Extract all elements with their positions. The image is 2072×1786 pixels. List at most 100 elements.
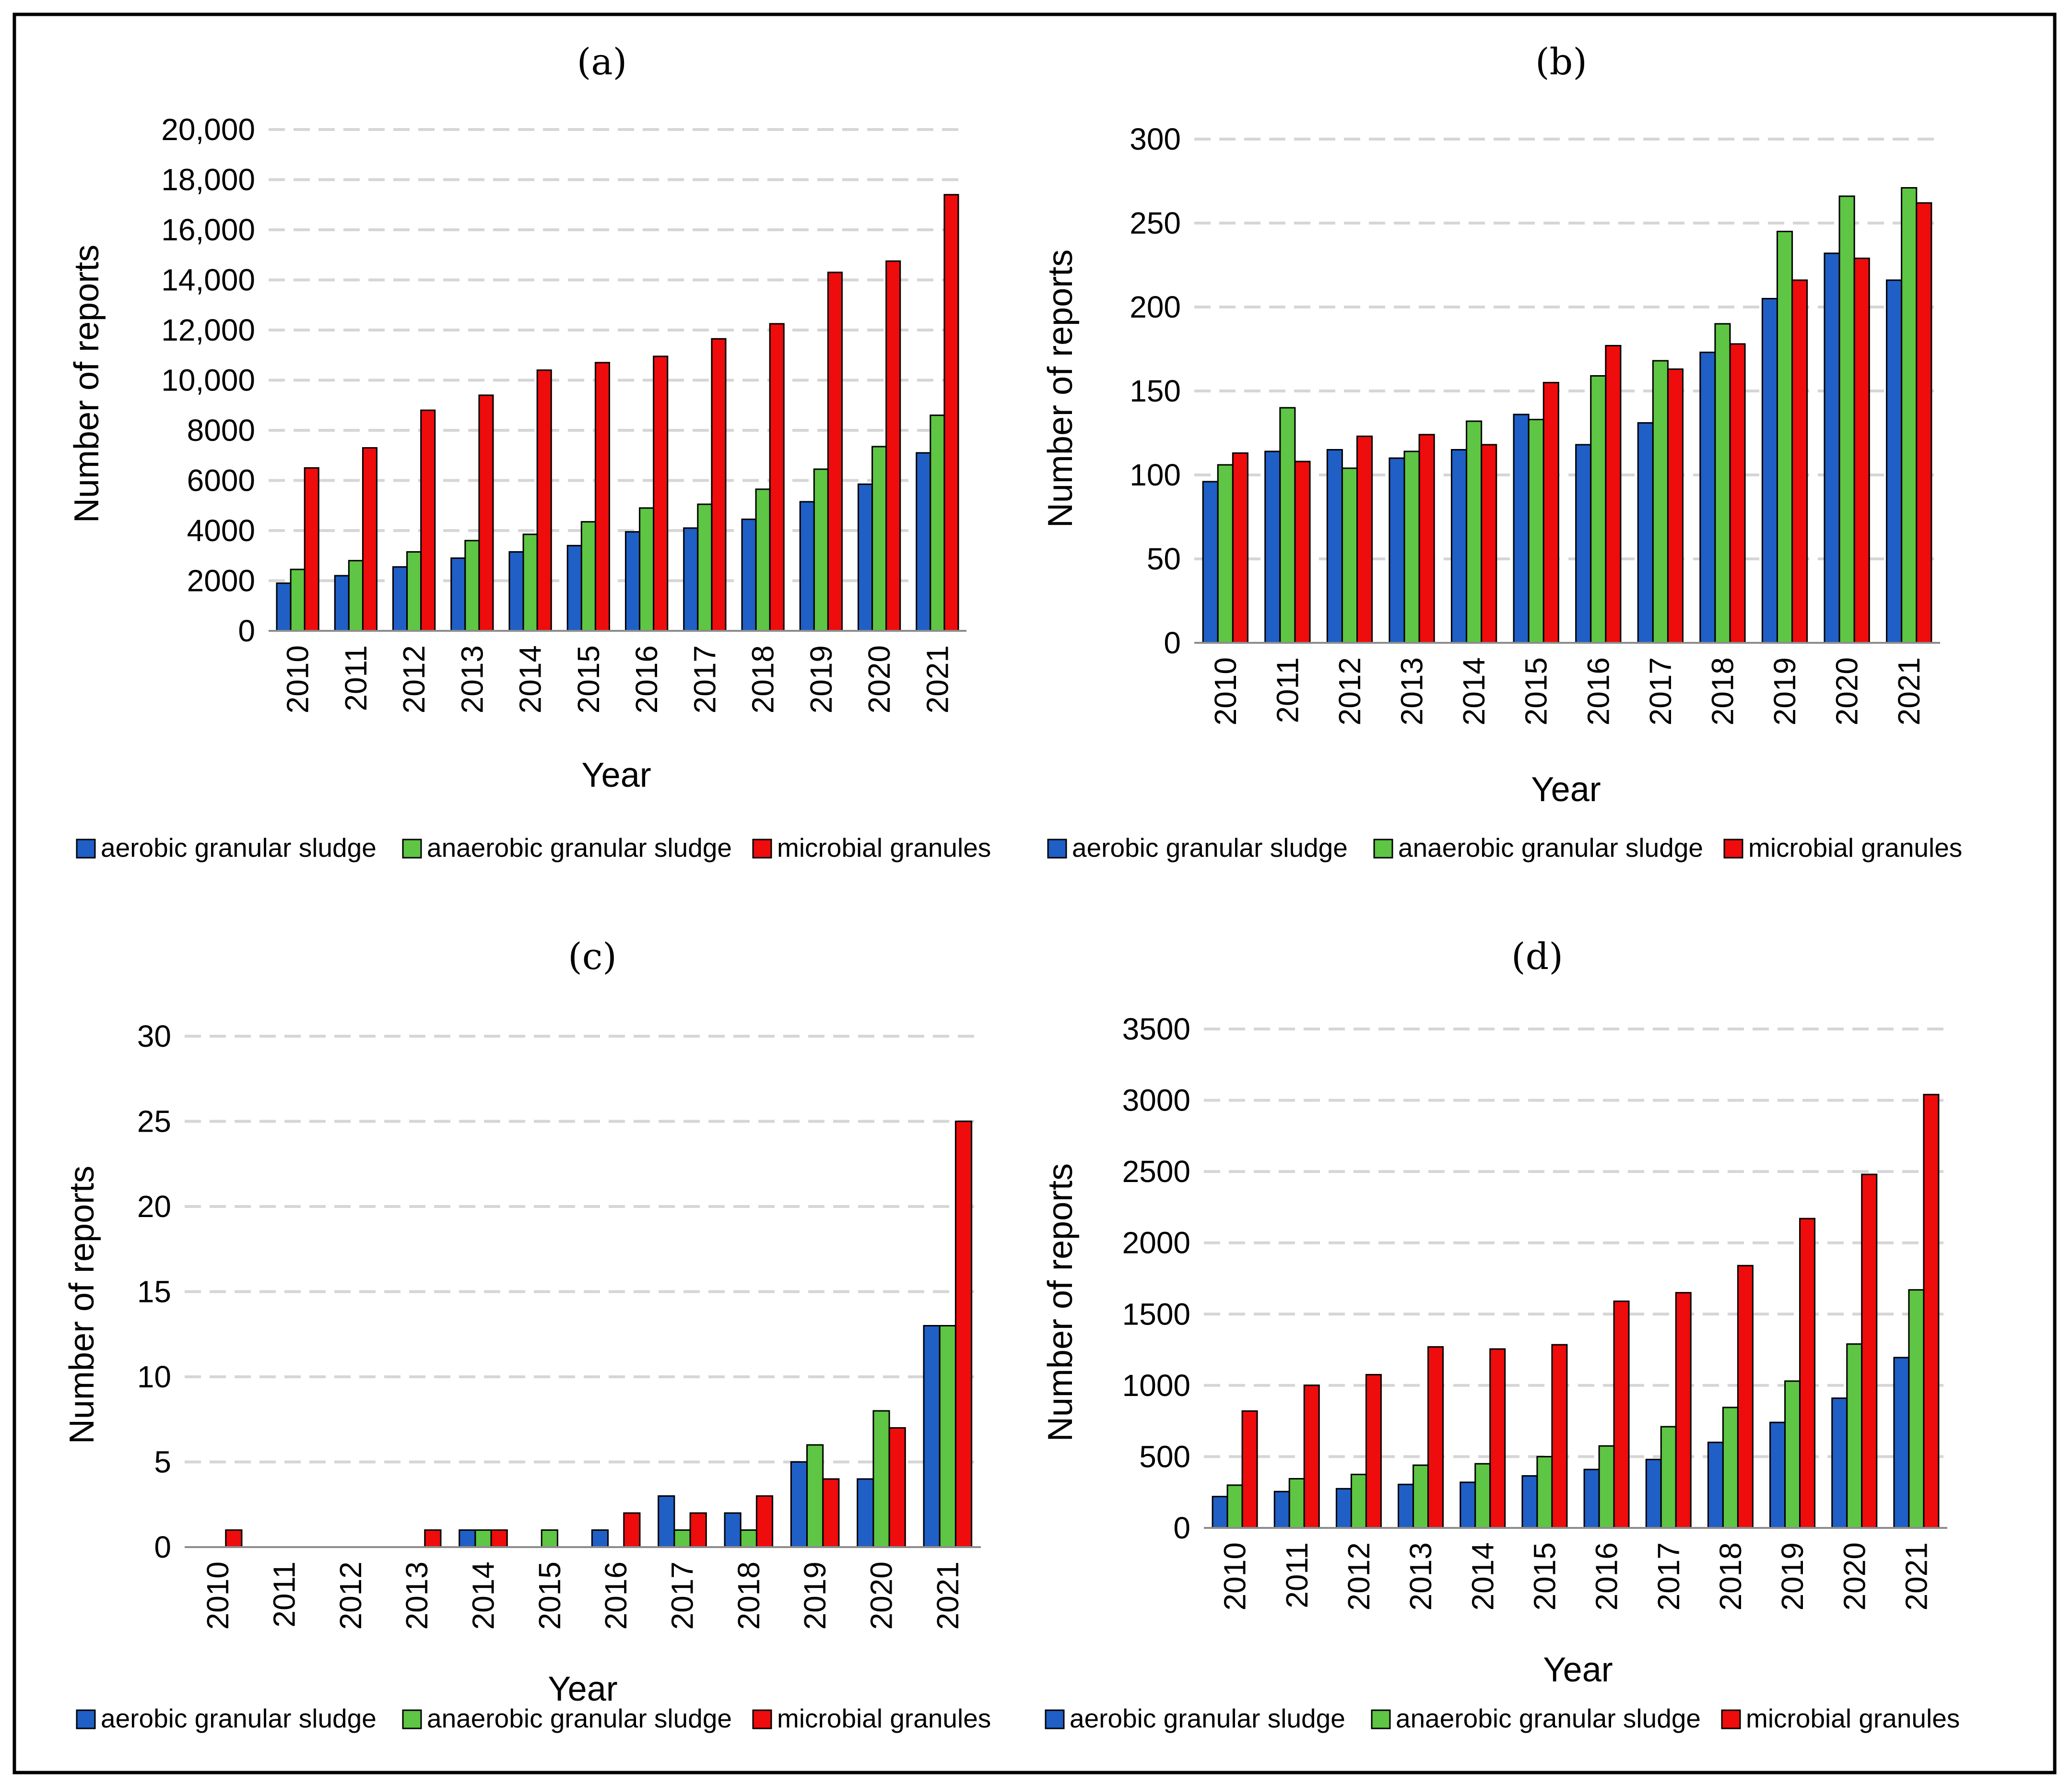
panel-a-bar-anaerobic-granular-sludge-2018 — [755, 488, 771, 632]
panel-a-bar-microbial-granules-2017 — [711, 338, 727, 632]
panel-d-bar-microbial-granules-2016 — [1613, 1301, 1630, 1529]
panel-a-legend-swatch-aerobic-granular-sludge — [76, 839, 96, 859]
panel-a-x-tick-label: 2017 — [687, 645, 722, 713]
panel-d-bar-aerobic-granular-sludge-2016 — [1583, 1468, 1600, 1529]
panel-d-title: (d) — [1511, 935, 1563, 978]
panel-c-x-tick-label: 2019 — [798, 1561, 832, 1630]
panel-a-y-tick-label: 18,000 — [161, 163, 255, 197]
panel-d-legend-label-aerobic-granular-sludge: aerobic granular sludge — [1070, 1703, 1345, 1733]
panel-b-bar-aerobic-granular-sludge-2021 — [1886, 279, 1903, 644]
panel-c-legend-swatch-anaerobic-granular-sludge — [402, 1709, 422, 1729]
panel-d-bar-aerobic-granular-sludge-2018 — [1707, 1442, 1724, 1529]
panel-d-bar-anaerobic-granular-sludge-2014 — [1474, 1463, 1491, 1529]
panel-d-legend-swatch-microbial-granules — [1721, 1709, 1741, 1729]
panel-c-y-tick-label: 5 — [154, 1445, 171, 1479]
panel-d: (d) Number of reports Year 0 500 1000 1500 2… — [1041, 935, 1960, 1733]
panel-a-bar-microbial-granules-2010 — [304, 467, 319, 632]
panel-c-bar-microbial-granules-2016 — [623, 1512, 641, 1548]
panel-c-bar-microbial-granules-2018 — [755, 1495, 774, 1548]
panel-d-bar-anaerobic-granular-sludge-2020 — [1846, 1343, 1863, 1529]
panel-d-bar-anaerobic-granular-sludge-2017 — [1660, 1426, 1677, 1529]
panel-c-bar-microbial-granules-2010 — [225, 1529, 243, 1548]
panel-b-bar-microbial-granules-2019 — [1791, 279, 1808, 644]
panel-b-bar-anaerobic-granular-sludge-2010 — [1217, 464, 1234, 644]
panel-b-bar-anaerobic-granular-sludge-2013 — [1403, 450, 1420, 644]
panel-c-legend-swatch-microbial-granules — [752, 1709, 772, 1729]
panel-b-y-tick-label: 0 — [1164, 626, 1181, 660]
panel-a-bar-anaerobic-granular-sludge-2014 — [522, 533, 538, 632]
panel-c-bar-aerobic-granular-sludge-2021 — [923, 1325, 941, 1548]
panel-d-x-tick-label: 2016 — [1589, 1542, 1624, 1610]
panel-c-x-tick-label: 2014 — [466, 1561, 501, 1630]
panel-a-bar-aerobic-granular-sludge-2010 — [276, 582, 292, 632]
panel-b-bar-anaerobic-granular-sludge-2021 — [1901, 187, 1918, 644]
panel-c-bar-aerobic-granular-sludge-2018 — [724, 1512, 742, 1548]
panel-c-x-tick-label: 2011 — [267, 1561, 302, 1628]
panel-b-plot: 0 50 100 150 200 250 300 2010 2011 2012 2013 2014 20… — [1130, 122, 1940, 725]
panel-d-bar-aerobic-granular-sludge-2015 — [1521, 1475, 1538, 1529]
panel-b-bar-aerobic-granular-sludge-2012 — [1326, 449, 1343, 644]
panel-c-y-tick-label: 30 — [137, 1019, 171, 1053]
panel-d-x-tick-label: 2020 — [1837, 1542, 1872, 1610]
panel-d-bar-microbial-granules-2010 — [1241, 1410, 1258, 1529]
panel-c-bar-microbial-granules-2019 — [822, 1478, 840, 1548]
panel-a-bar-microbial-granules-2015 — [594, 362, 611, 632]
panel-b-bar-microbial-granules-2020 — [1853, 258, 1870, 644]
panel-d-bar-aerobic-granular-sludge-2011 — [1273, 1490, 1290, 1529]
panel-b-y-tick-label: 200 — [1130, 290, 1181, 324]
panel-d-x-tick-label: 2011 — [1280, 1542, 1314, 1609]
panel-b-bar-anaerobic-granular-sludge-2019 — [1776, 231, 1793, 644]
panel-d-legend-label-anaerobic-granular-sludge: anaerobic granular sludge — [1396, 1703, 1701, 1733]
panel-b-y-tick-label: 100 — [1130, 458, 1181, 492]
panel-b-bar-anaerobic-granular-sludge-2016 — [1590, 375, 1607, 644]
panel-c-y-tick-label: 20 — [137, 1189, 171, 1224]
panel-b-bar-aerobic-granular-sludge-2015 — [1513, 414, 1530, 644]
panel-d-x-tick-label: 2010 — [1218, 1542, 1252, 1610]
panel-d-x-axis-title: Year — [1543, 1651, 1613, 1689]
panel-b-x-tick-label: 2019 — [1767, 657, 1802, 725]
panel-b-x-tick-label: 2014 — [1457, 657, 1491, 725]
panel-d-bar-microbial-granules-2018 — [1737, 1265, 1754, 1529]
panel-a-y-axis-title: Number of reports — [68, 245, 106, 523]
panel-c-bar-microbial-granules-2020 — [888, 1427, 906, 1548]
panel-b-title: (b) — [1535, 40, 1587, 83]
panel-c-title: (c) — [568, 935, 617, 978]
panel-d-bar-anaerobic-granular-sludge-2015 — [1536, 1455, 1553, 1529]
panel-b-x-tick-label: 2021 — [1892, 657, 1926, 725]
panel-b-bar-microbial-granules-2013 — [1418, 434, 1435, 644]
panel-b-bar-aerobic-granular-sludge-2018 — [1699, 352, 1716, 644]
panel-a-bar-anaerobic-granular-sludge-2011 — [348, 560, 364, 632]
panel-b-legend-label-microbial-granules: microbial granules — [1748, 833, 1962, 863]
panel-a-y-tick-label: 12,000 — [161, 313, 255, 347]
panel-b-bar-anaerobic-granular-sludge-2012 — [1341, 467, 1358, 644]
panel-b-x-tick-label: 2020 — [1830, 657, 1864, 725]
panel-b-x-tick-label: 2012 — [1332, 657, 1367, 725]
panel-a-x-tick-label: 2018 — [746, 645, 780, 713]
panel-a-bar-anaerobic-granular-sludge-2021 — [930, 414, 945, 632]
panel-b-x-tick-label: 2018 — [1705, 657, 1740, 725]
panel-d-y-axis-title: Number of reports — [1041, 1163, 1080, 1442]
panel-c-y-tick-label: 15 — [137, 1275, 171, 1309]
panel-c-x-tick-label: 2010 — [200, 1561, 235, 1630]
panel-a-x-tick-label: 2011 — [339, 645, 373, 711]
panel-d-bar-anaerobic-granular-sludge-2021 — [1908, 1289, 1925, 1529]
panel-c-bar-microbial-granules-2014 — [490, 1529, 508, 1548]
panel-a-x-tick-label: 2012 — [397, 645, 431, 713]
panel-d-x-tick-label: 2018 — [1713, 1542, 1748, 1610]
panel-b-bar-aerobic-granular-sludge-2016 — [1575, 444, 1592, 644]
panel-c: (c) Number of reports Year 0 5 10 15 20 25 30 2… — [63, 935, 991, 1733]
panel-a-bar-aerobic-granular-sludge-2016 — [624, 531, 641, 632]
panel-b-bar-aerobic-granular-sludge-2014 — [1450, 449, 1468, 644]
panel-d-y-tick-label: 3500 — [1122, 1012, 1190, 1046]
panel-a-legend-swatch-anaerobic-granular-sludge — [402, 839, 422, 859]
panel-d-bar-anaerobic-granular-sludge-2010 — [1226, 1484, 1243, 1529]
panel-c-x-tick-label: 2013 — [400, 1561, 434, 1630]
panel-a-legend-label-aerobic-granular-sludge: aerobic granular sludge — [101, 833, 377, 863]
panel-a-bar-microbial-granules-2021 — [943, 194, 959, 632]
panel-b-x-tick-label: 2015 — [1519, 657, 1554, 725]
panel-a: (a) Number of reports Year 0 2000 4000 6000… — [68, 40, 991, 863]
panel-d-bar-microbial-granules-2019 — [1799, 1218, 1816, 1529]
panel-b-bar-microbial-granules-2021 — [1916, 202, 1932, 644]
panel-d-x-tick-label: 2017 — [1651, 1542, 1686, 1610]
